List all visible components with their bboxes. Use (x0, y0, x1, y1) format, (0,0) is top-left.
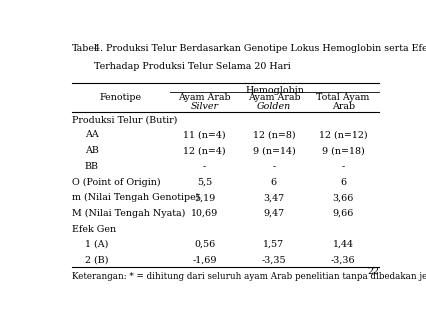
Text: -: - (203, 162, 206, 171)
Text: 9 (n=18): 9 (n=18) (321, 146, 364, 155)
Text: Silver: Silver (190, 102, 218, 111)
Text: Keterangan: * = dihitung dari seluruh ayam Arab penelitian tanpa dibedakan jenis: Keterangan: * = dihitung dari seluruh ay… (72, 271, 426, 281)
Text: 1 (A): 1 (A) (85, 240, 108, 249)
Text: Ayam Arab: Ayam Arab (247, 94, 299, 102)
Text: 6: 6 (270, 178, 276, 186)
Text: Terhadap Produksi Telur Selama 20 Hari: Terhadap Produksi Telur Selama 20 Hari (94, 62, 290, 71)
Text: m (Nilai Tengah Genotipe): m (Nilai Tengah Genotipe) (72, 193, 199, 202)
Text: 3,66: 3,66 (332, 193, 353, 202)
Text: -1,69: -1,69 (192, 256, 216, 264)
Text: Hemoglobin: Hemoglobin (245, 86, 303, 95)
Text: BB: BB (85, 162, 98, 171)
Text: AB: AB (85, 146, 98, 155)
Text: Efek Gen: Efek Gen (72, 225, 115, 234)
Text: 1,44: 1,44 (332, 240, 353, 249)
Text: 12 (n=12): 12 (n=12) (318, 131, 367, 139)
Text: -3,35: -3,35 (261, 256, 285, 264)
Text: -: - (272, 162, 275, 171)
Text: Ayam Arab: Ayam Arab (178, 94, 230, 102)
Text: 2 (B): 2 (B) (85, 256, 108, 264)
Text: 0,56: 0,56 (193, 240, 215, 249)
Text: Fenotipe: Fenotipe (100, 94, 141, 102)
Text: 1,57: 1,57 (263, 240, 284, 249)
Text: 9,47: 9,47 (263, 209, 284, 218)
Text: -3,36: -3,36 (330, 256, 355, 264)
Text: M (Nilai Tengah Nyata): M (Nilai Tengah Nyata) (72, 209, 184, 218)
Text: Tabel: Tabel (72, 44, 98, 53)
Text: 3,47: 3,47 (263, 193, 284, 202)
Text: 9,66: 9,66 (332, 209, 353, 218)
Text: Arab: Arab (331, 102, 354, 111)
Text: 22: 22 (366, 267, 378, 276)
Text: 12 (n=4): 12 (n=4) (183, 146, 225, 155)
Text: 11 (n=4): 11 (n=4) (183, 131, 225, 139)
Text: O (Point of Origin): O (Point of Origin) (72, 178, 160, 187)
Text: 9 (n=14): 9 (n=14) (252, 146, 295, 155)
Text: Golden: Golden (256, 102, 291, 111)
Text: 12 (n=8): 12 (n=8) (252, 131, 294, 139)
Text: Produksi Telur (Butir): Produksi Telur (Butir) (72, 115, 176, 124)
Text: 6: 6 (340, 178, 345, 186)
Text: AA: AA (85, 131, 98, 139)
Text: 5,19: 5,19 (193, 193, 215, 202)
Text: -: - (341, 162, 344, 171)
Text: 5,5: 5,5 (196, 178, 212, 186)
Text: 10,69: 10,69 (190, 209, 218, 218)
Text: 4. Produksi Telur Berdasarkan Genotipe Lokus Hemoglobin serta Efek Gen: 4. Produksi Telur Berdasarkan Genotipe L… (94, 44, 426, 53)
Text: Total Ayam: Total Ayam (316, 94, 369, 102)
